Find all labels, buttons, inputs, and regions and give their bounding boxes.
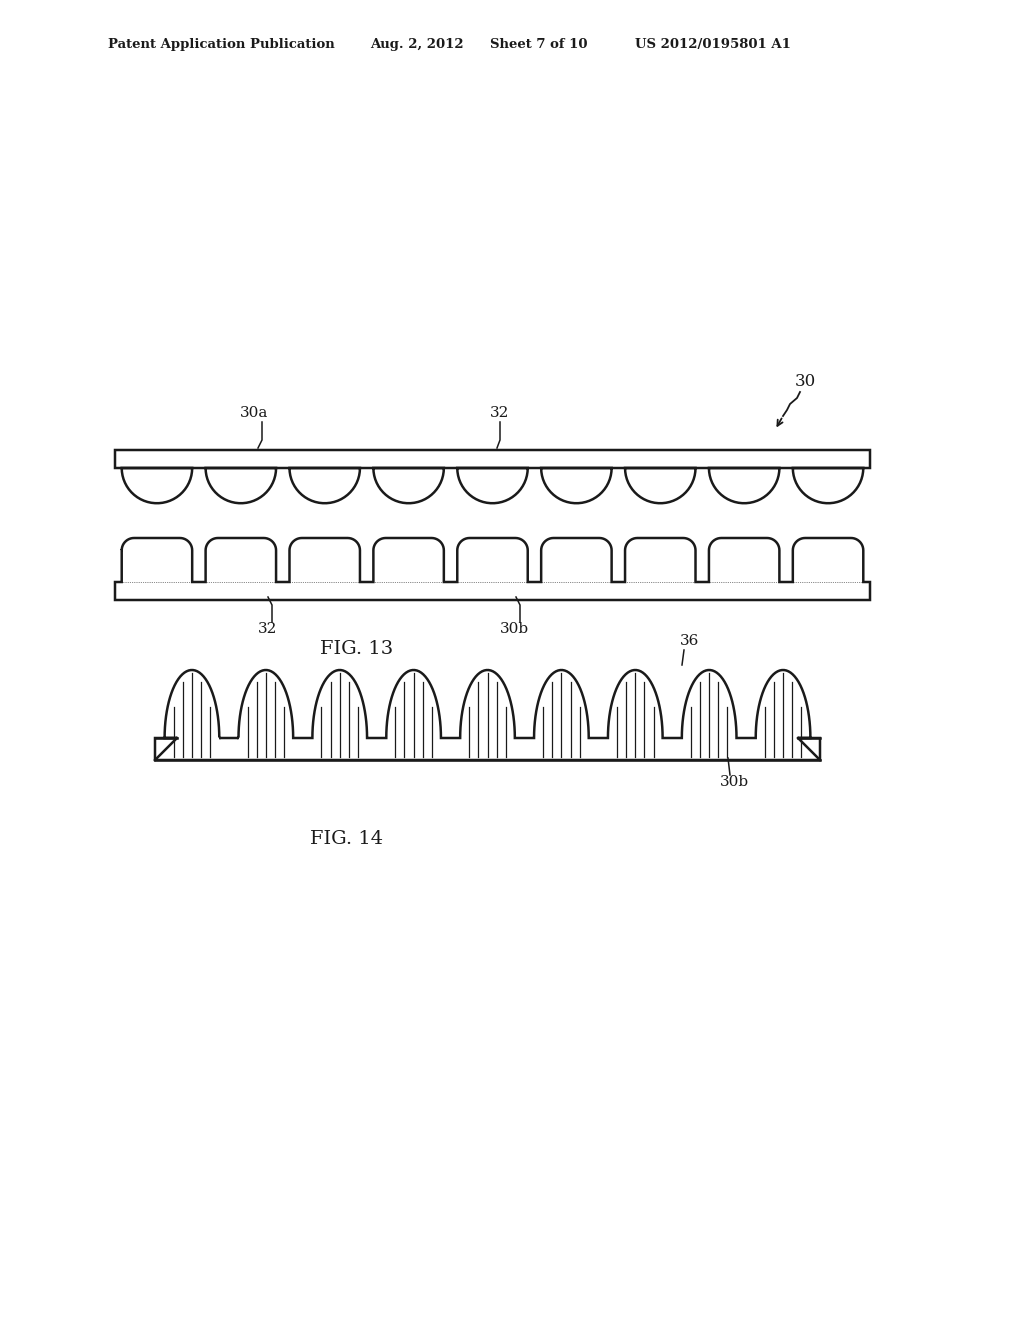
Text: FIG. 13: FIG. 13 [319, 640, 393, 657]
Text: 30: 30 [795, 374, 816, 389]
Text: 30b: 30b [720, 775, 750, 789]
Text: Sheet 7 of 10: Sheet 7 of 10 [490, 38, 588, 51]
Text: US 2012/0195801 A1: US 2012/0195801 A1 [635, 38, 791, 51]
Text: 30a: 30a [240, 407, 268, 420]
Text: 32: 32 [258, 622, 278, 636]
Text: Patent Application Publication: Patent Application Publication [108, 38, 335, 51]
Polygon shape [155, 671, 820, 760]
Text: 36: 36 [680, 634, 699, 648]
Polygon shape [115, 450, 870, 503]
Text: FIG. 14: FIG. 14 [310, 830, 383, 847]
Text: 30b: 30b [500, 622, 529, 636]
Text: Aug. 2, 2012: Aug. 2, 2012 [370, 38, 464, 51]
Polygon shape [115, 539, 870, 601]
Text: 32: 32 [490, 407, 509, 420]
